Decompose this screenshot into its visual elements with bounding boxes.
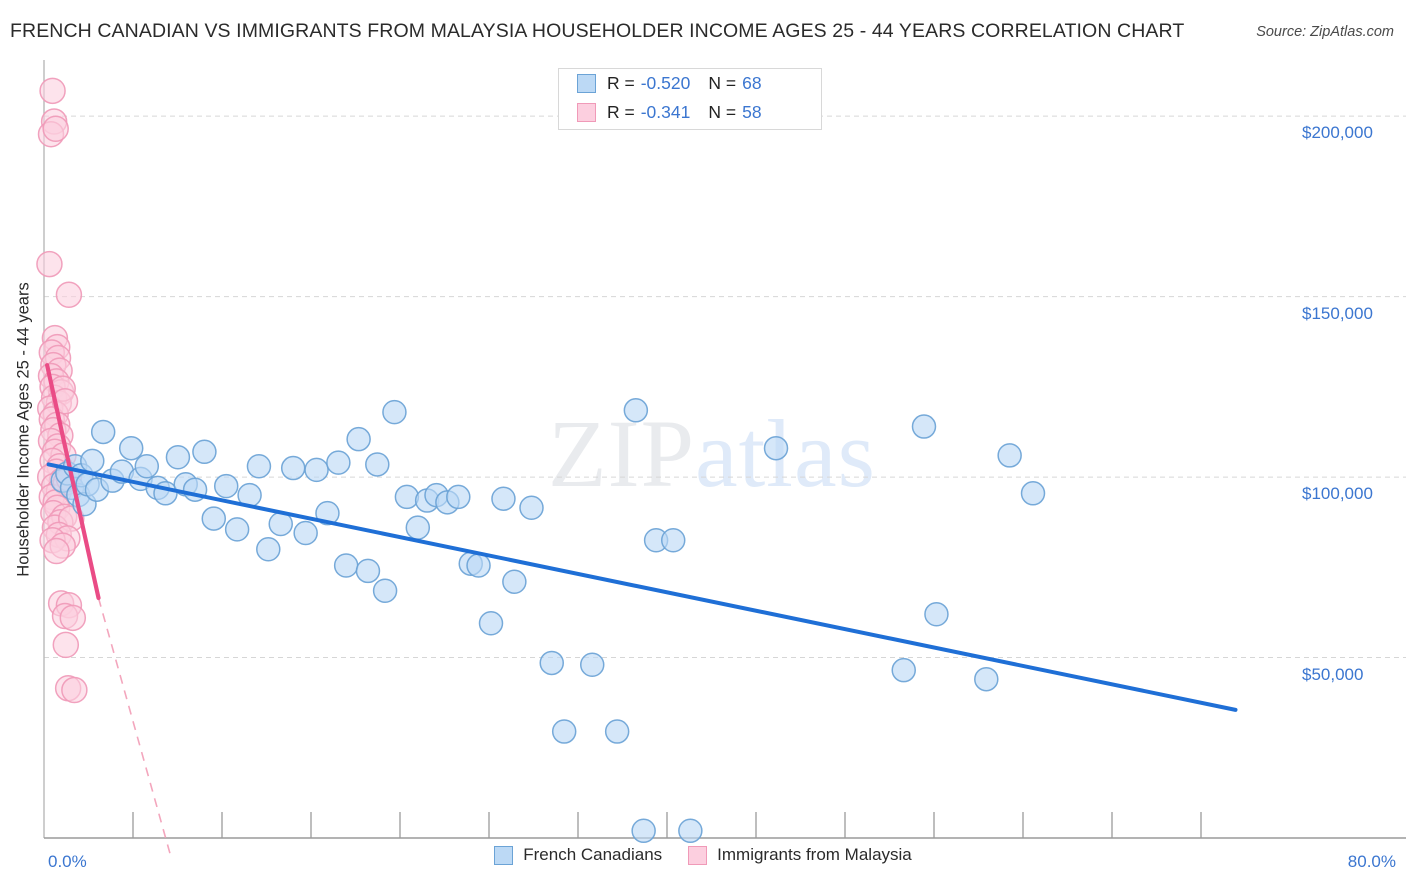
- legend-swatch-pink: [688, 845, 708, 865]
- data-point-french-canadians: [911, 414, 937, 439]
- data-point-french-canadians: [365, 452, 390, 477]
- r-value-blue: -0.520: [640, 73, 691, 93]
- gridlines: [44, 115, 1406, 659]
- series-legend-label-immigrants-malaysia: Immigrants from Malaysia: [717, 845, 912, 864]
- data-point-immigrants-malaysia: [55, 281, 83, 309]
- axis-lines: [43, 60, 1406, 839]
- stats-legend-row-blue: R = -0.520 N = 68: [559, 69, 821, 98]
- data-point-french-canadians: [660, 527, 686, 553]
- data-point-french-canadians: [891, 657, 916, 683]
- pink-trendline: [45, 363, 101, 601]
- data-point-immigrants-malaysia: [51, 388, 79, 415]
- stats-legend-row-pink: R = -0.341 N = 58: [559, 98, 821, 127]
- data-point-french-canadians: [90, 419, 116, 445]
- y-axis-tick-label: $100,000: [1302, 484, 1373, 504]
- data-point-french-canadians: [924, 601, 949, 627]
- data-point-french-canadians: [355, 558, 381, 584]
- data-point-immigrants-malaysia: [42, 115, 69, 143]
- data-point-french-canadians: [466, 553, 491, 578]
- data-point-french-canadians: [346, 426, 371, 452]
- data-point-french-canadians: [446, 484, 471, 510]
- series-legend: French Canadians Immigrants from Malaysi…: [0, 845, 1406, 865]
- data-point-french-canadians: [491, 486, 516, 511]
- stats-legend: R = -0.520 N = 68 R = -0.341 N = 58: [558, 68, 822, 130]
- series-legend-label-french-canadians: French Canadians: [523, 845, 663, 864]
- data-point-french-canadians: [80, 448, 105, 474]
- data-point-french-canadians: [372, 578, 398, 604]
- series-legend-item-immigrants-malaysia[interactable]: Immigrants from Malaysia: [688, 845, 912, 865]
- data-point-french-canadians: [256, 537, 281, 562]
- legend-swatch-immigrants-malaysia: [577, 103, 596, 122]
- x-axis-ticks: [132, 812, 1202, 838]
- trendline-french-canadians: [46, 462, 1238, 712]
- data-point-immigrants-malaysia: [59, 604, 87, 632]
- pink-trendline-dashed: [97, 597, 173, 860]
- n-label-pink: N =: [708, 102, 737, 122]
- data-point-french-canadians: [246, 453, 272, 479]
- data-point-french-canadians: [326, 450, 351, 475]
- data-point-french-canadians: [304, 457, 329, 483]
- data-point-french-canadians: [579, 652, 605, 677]
- data-point-french-canadians: [551, 719, 577, 744]
- series-legend-item-french-canadians[interactable]: French Canadians: [494, 845, 662, 865]
- data-point-french-canadians: [502, 569, 527, 594]
- data-point-french-canadians: [192, 439, 217, 465]
- y-axis-tick-label: $50,000: [1302, 664, 1364, 684]
- data-point-french-canadians: [405, 515, 431, 540]
- data-point-french-canadians: [382, 399, 407, 425]
- data-point-french-canadians: [997, 443, 1022, 468]
- data-point-french-canadians: [678, 818, 703, 844]
- data-point-french-canadians: [224, 517, 250, 542]
- trendline-immigrants-malaysia: [45, 363, 101, 601]
- data-point-french-canadians: [631, 818, 656, 844]
- source-label: Source: ZipAtlas.com: [1256, 24, 1394, 40]
- data-point-french-canadians: [134, 453, 160, 479]
- data-point-french-canadians: [763, 435, 789, 461]
- data-point-immigrants-malaysia: [39, 77, 66, 105]
- blue-data-points: [50, 398, 1046, 844]
- page-title: FRENCH CANADIAN VS IMMIGRANTS FROM MALAY…: [10, 20, 1185, 42]
- data-point-immigrants-malaysia: [52, 631, 80, 659]
- blue-trendline: [46, 462, 1238, 712]
- n-value-blue: 68: [742, 73, 762, 93]
- x-axis-label-min: 0.0%: [48, 852, 87, 871]
- data-point-french-canadians: [539, 650, 564, 676]
- y-axis-tick-label: $150,000: [1302, 303, 1373, 323]
- data-point-french-canadians: [478, 611, 504, 636]
- data-point-french-canadians: [1020, 481, 1046, 506]
- data-point-french-canadians: [333, 553, 359, 578]
- y-axis-tick-label: $200,000: [1302, 123, 1373, 143]
- data-point-french-canadians: [519, 495, 544, 520]
- r-label-blue: R =: [607, 73, 635, 93]
- data-point-french-canadians: [394, 484, 420, 510]
- data-point-immigrants-malaysia: [61, 676, 88, 704]
- data-point-french-canadians: [974, 666, 999, 692]
- n-label-blue: N =: [708, 73, 737, 93]
- trendline-dashed-immigrants-malaysia: [97, 597, 173, 860]
- data-point-french-canadians: [165, 444, 191, 470]
- data-point-immigrants-malaysia: [43, 537, 70, 565]
- data-point-french-canadians: [280, 455, 306, 481]
- data-point-french-canadians: [118, 435, 144, 461]
- r-label-pink: R =: [607, 102, 635, 122]
- n-value-pink: 58: [742, 102, 762, 122]
- x-axis-label-max: 80.0%: [1347, 852, 1396, 871]
- data-point-french-canadians: [293, 520, 318, 546]
- data-point-french-canadians: [201, 506, 227, 531]
- data-point-french-canadians: [604, 719, 630, 744]
- data-point-french-canadians: [623, 398, 649, 423]
- legend-swatch-french-canadians: [577, 74, 596, 93]
- r-value-pink: -0.341: [640, 102, 691, 122]
- data-point-french-canadians: [213, 473, 239, 499]
- legend-swatch-blue: [494, 845, 514, 865]
- data-point-immigrants-malaysia: [36, 250, 63, 278]
